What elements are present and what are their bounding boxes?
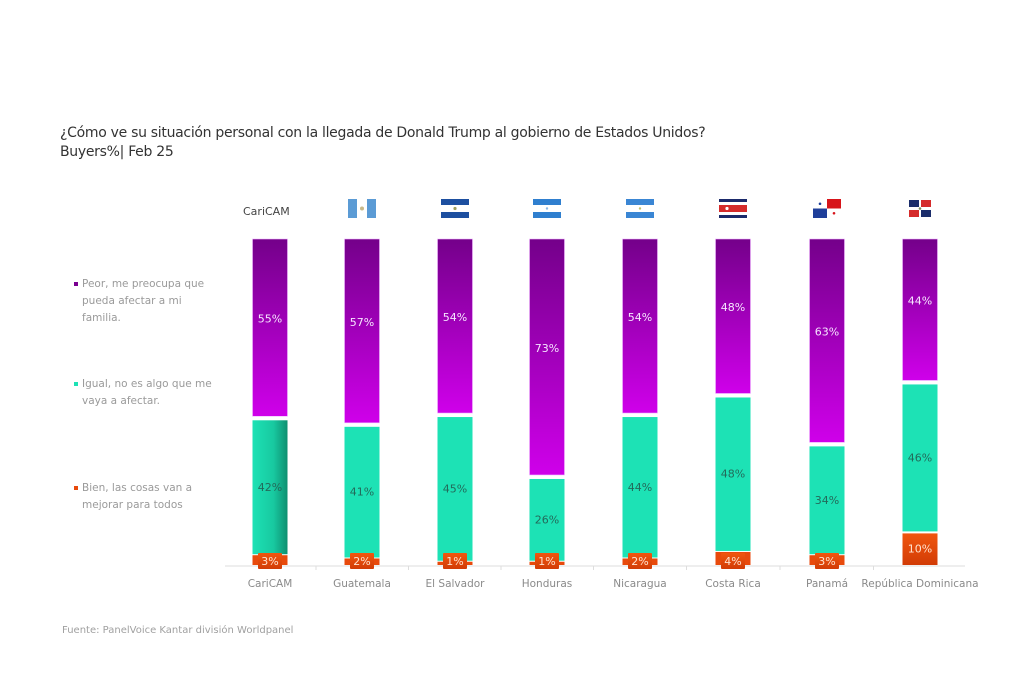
bar-bien-label-bg-el-salvador (443, 553, 467, 569)
data-label-bien-caricam: 3% (261, 555, 278, 568)
bar-bien-label-bg-caricam (258, 553, 282, 569)
chart-title-line1: ¿Cómo ve su situación personal con la ll… (60, 125, 706, 141)
x-tick-label-guatemala: Guatemala (333, 578, 391, 590)
bar-igual-costa-rica (715, 397, 751, 551)
caricam-header-label: CariCAM (243, 205, 290, 218)
data-label-bien-honduras: 1% (538, 555, 555, 568)
bar-peor-nicaragua (622, 238, 658, 414)
data-label-peor-costa-rica: 48% (721, 301, 745, 314)
data-label-peor-republica-dominicana: 44% (908, 295, 932, 308)
data-label-peor-guatemala: 57% (350, 316, 374, 329)
data-label-bien-panama: 3% (818, 555, 835, 568)
x-tick-label-honduras: Honduras (522, 578, 573, 590)
bar-bien-label-bg-guatemala (350, 553, 374, 569)
source-note: Fuente: PanelVoice Kantar división World… (62, 625, 294, 636)
bar-igual-republica-dominicana (902, 384, 938, 532)
data-label-bien-costa-rica: 4% (724, 555, 741, 568)
bar-bien-label-bg-nicaragua (628, 553, 652, 569)
bar-igual-guatemala (344, 426, 380, 558)
bar-peor-caricam (252, 238, 288, 417)
honduras-flag-icon (533, 199, 561, 218)
data-label-peor-nicaragua: 54% (628, 311, 652, 324)
chart-subtitle: Buyers%| Feb 25 (60, 144, 174, 160)
chart-title: ¿Cómo ve su situación personal con la ll… (60, 124, 706, 162)
legend-label-bien: Bien, las cosas van a mejorar para todos (82, 482, 193, 511)
legend-swatch-igual (74, 382, 78, 386)
bar-peor-costa-rica (715, 238, 751, 394)
data-label-igual-republica-dominicana: 46% (908, 451, 932, 464)
data-label-igual-panama: 34% (815, 494, 839, 507)
bar-bien-label-bg-panama (815, 553, 839, 569)
bar-igual-nicaragua (622, 417, 658, 558)
x-tick-label-caricam: CariCAM (248, 578, 293, 590)
legend-item-bien: Bien, las cosas van a mejorar para todos (74, 480, 222, 514)
x-tick-label-costa-rica: Costa Rica (705, 578, 761, 590)
bar-bien-republica-dominicana (902, 533, 938, 565)
data-label-bien-republica-dominicana: 10% (908, 543, 932, 556)
el-salvador-flag-icon (441, 199, 469, 218)
data-label-bien-nicaragua: 2% (631, 555, 648, 568)
panama-flag-icon (813, 199, 841, 218)
data-label-peor-caricam: 55% (258, 313, 282, 326)
dominican-republic-flag-icon (906, 199, 934, 218)
data-label-igual-honduras: 26% (535, 513, 559, 526)
bar-peor-honduras (529, 238, 565, 476)
bar-igual-panama (809, 446, 845, 555)
bar-peor-republica-dominicana (902, 238, 938, 381)
bar-bien-label-bg-honduras (535, 553, 559, 569)
legend-label-igual: Igual, no es algo que me vaya a afectar. (82, 378, 212, 407)
data-label-peor-honduras: 73% (535, 342, 559, 355)
legend-label-peor: Peor, me preocupa que pueda afectar a mi… (82, 278, 205, 324)
data-label-igual-costa-rica: 48% (721, 468, 745, 481)
x-tick-label-nicaragua: Nicaragua (613, 578, 666, 590)
bar-peor-el-salvador (437, 238, 473, 414)
guatemala-flag-icon (348, 199, 376, 218)
x-tick-label-republica-dominicana: República Dominicana (861, 578, 978, 590)
nicaragua-flag-icon (626, 199, 654, 218)
bar-igual-caricam (252, 420, 288, 555)
bar-igual-honduras (529, 478, 565, 561)
legend-swatch-peor (74, 282, 78, 286)
data-label-igual-guatemala: 41% (350, 486, 374, 499)
legend-item-igual: Igual, no es algo que me vaya a afectar. (74, 376, 222, 410)
x-tick-label-el-salvador: El Salvador (426, 578, 486, 590)
data-label-bien-guatemala: 2% (353, 555, 370, 568)
data-label-peor-el-salvador: 54% (443, 311, 467, 324)
legend-item-peor: Peor, me preocupa que pueda afectar a mi… (74, 276, 222, 327)
data-label-igual-el-salvador: 45% (443, 482, 467, 495)
bar-peor-guatemala (344, 238, 380, 424)
legend-swatch-bien (74, 486, 78, 490)
x-tick-label-panama: Panamá (806, 578, 848, 590)
data-label-peor-panama: 63% (815, 326, 839, 339)
data-label-igual-nicaragua: 44% (628, 481, 652, 494)
data-label-bien-el-salvador: 1% (446, 555, 463, 568)
bar-igual-el-salvador (437, 417, 473, 561)
bar-peor-panama (809, 238, 845, 443)
bar-bien-label-bg-costa-rica (721, 553, 745, 569)
costa-rica-flag-icon (719, 199, 747, 218)
data-label-igual-caricam: 42% (258, 481, 282, 494)
